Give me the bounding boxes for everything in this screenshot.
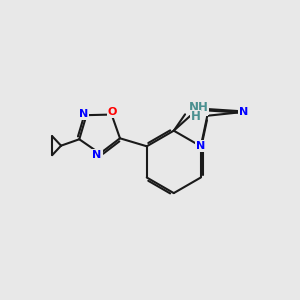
Text: O: O (107, 107, 117, 117)
Text: N: N (196, 141, 206, 151)
Text: N: N (79, 109, 88, 119)
Text: N: N (198, 105, 207, 115)
Text: N: N (239, 107, 248, 118)
Text: NH: NH (189, 101, 208, 114)
Text: N: N (92, 150, 102, 160)
Text: H: H (191, 110, 201, 123)
